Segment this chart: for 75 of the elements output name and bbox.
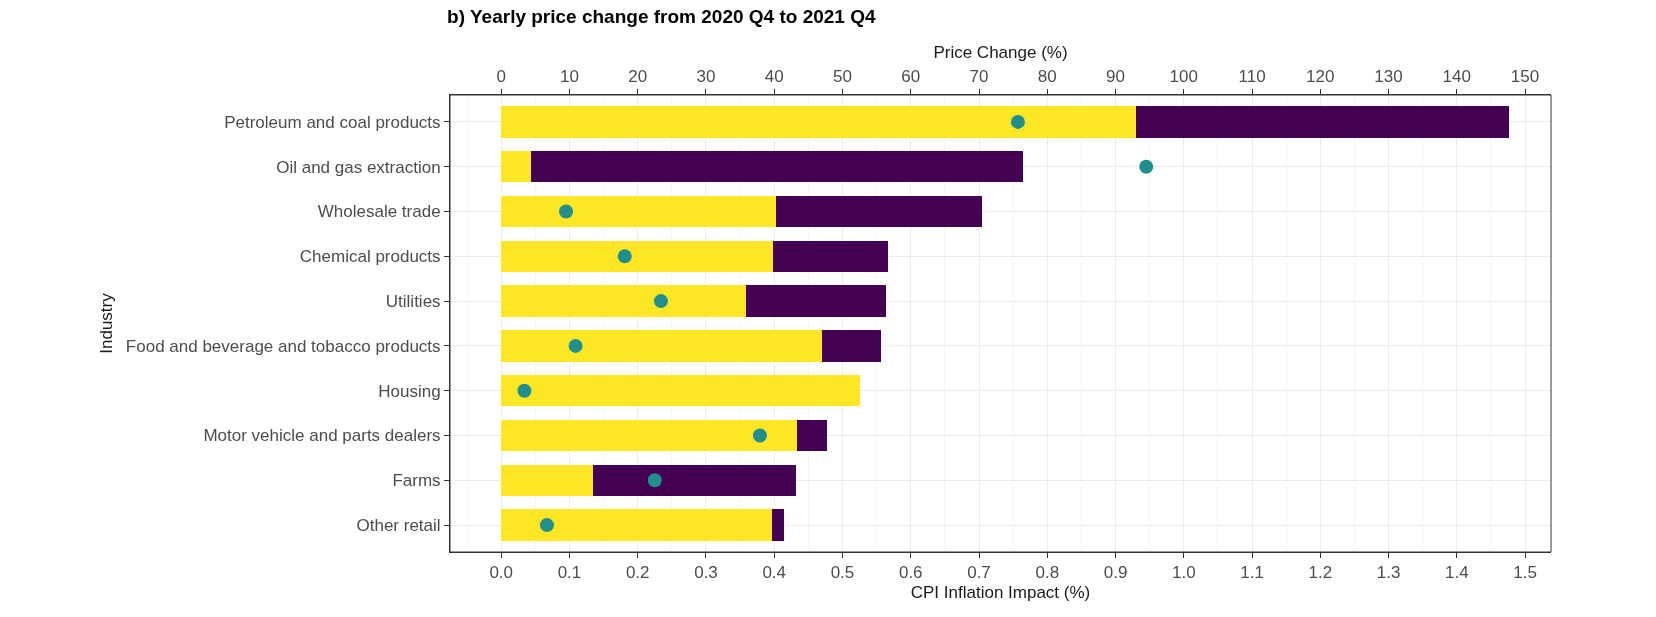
point	[539, 518, 554, 533]
x-tick-label: 0.5	[830, 563, 855, 583]
bar	[772, 240, 889, 272]
x2-axis-title: Price Change (%)	[933, 42, 1068, 62]
point	[568, 338, 583, 353]
y-tick-label: Wholesale trade	[317, 202, 441, 222]
x-tick-label: 1.5	[1513, 563, 1537, 583]
x2-tick-label: 50	[833, 67, 852, 87]
bar	[822, 330, 881, 362]
y-axis-title: Industry	[97, 292, 117, 354]
x2-tick-label: 130	[1374, 67, 1403, 87]
bar	[796, 419, 827, 452]
point	[653, 294, 668, 309]
x-tick-label: 0.4	[762, 563, 787, 583]
bar	[501, 195, 776, 228]
y-tick-label: Farms	[392, 471, 441, 491]
y-tick-label: Housing	[378, 381, 441, 401]
x-tick-label: 0.7	[967, 563, 991, 583]
x2-tick-label: 150	[1510, 67, 1540, 87]
bar	[530, 151, 1024, 183]
y-tick-label: Oil and gas extraction	[276, 157, 441, 177]
x2-tick-label: 30	[696, 67, 716, 87]
bar	[745, 285, 887, 317]
bar	[1135, 106, 1510, 138]
bar	[501, 509, 773, 541]
x2-tick-label: 40	[764, 67, 784, 87]
bar	[592, 464, 797, 496]
x-tick-label: 1.4	[1444, 563, 1469, 583]
x-tick-label: 0.9	[1103, 563, 1128, 583]
x2-tick-label: 90	[1106, 67, 1125, 87]
x-tick-label: 1.1	[1240, 563, 1264, 583]
point	[647, 473, 662, 488]
x-axis-title: CPI Inflation Impact (%)	[910, 582, 1091, 602]
x2-tick-label: 100	[1169, 67, 1198, 87]
point	[517, 383, 532, 398]
x-tick-label: 1.3	[1376, 563, 1401, 583]
point	[1010, 114, 1025, 129]
point	[559, 204, 574, 219]
y-tick-label: Utilities	[385, 292, 441, 312]
y-tick-label: Petroleum and coal products	[224, 112, 441, 132]
x2-tick-label: 140	[1442, 67, 1471, 87]
x2-tick-label: 0	[496, 67, 506, 87]
x-tick-label: 0.1	[557, 563, 582, 583]
y-tick-label: Other retail	[356, 516, 441, 536]
y-tick-label: Motor vehicle and parts dealers	[203, 426, 441, 446]
x-tick-label: 0.2	[625, 563, 650, 583]
x2-tick-label: 110	[1238, 67, 1266, 87]
bar	[501, 375, 861, 407]
point	[1139, 159, 1154, 174]
x-tick-label: 0.0	[489, 563, 514, 583]
chart-title: b) Yearly price change from 2020 Q4 to 2021 Q4	[447, 5, 876, 27]
x2-tick-label: 20	[628, 67, 648, 87]
bar	[501, 285, 746, 317]
x-tick-label: 1.0	[1171, 563, 1196, 583]
x2-tick-label: 60	[901, 67, 921, 87]
y-tick-label: Chemical products	[299, 247, 441, 267]
bar	[775, 195, 982, 228]
x2-tick-label: 70	[969, 67, 989, 87]
bar	[501, 419, 797, 452]
point	[617, 249, 632, 264]
bar	[772, 509, 785, 541]
bar	[501, 464, 593, 496]
point	[752, 428, 767, 443]
x-tick-label: 0.6	[898, 563, 923, 583]
x2-tick-label: 80	[1037, 67, 1057, 87]
y-tick-label: Food and beverage and tobacco products	[125, 336, 441, 356]
bar	[501, 106, 1136, 138]
bar	[501, 240, 773, 272]
x-tick-label: 0.8	[1035, 563, 1060, 583]
x2-tick-label: 120	[1306, 67, 1335, 87]
x2-tick-label: 10	[559, 67, 579, 87]
x-tick-label: 0.3	[694, 563, 718, 583]
bar	[501, 330, 823, 362]
bar	[501, 151, 531, 183]
x-tick-label: 1.2	[1308, 563, 1333, 583]
